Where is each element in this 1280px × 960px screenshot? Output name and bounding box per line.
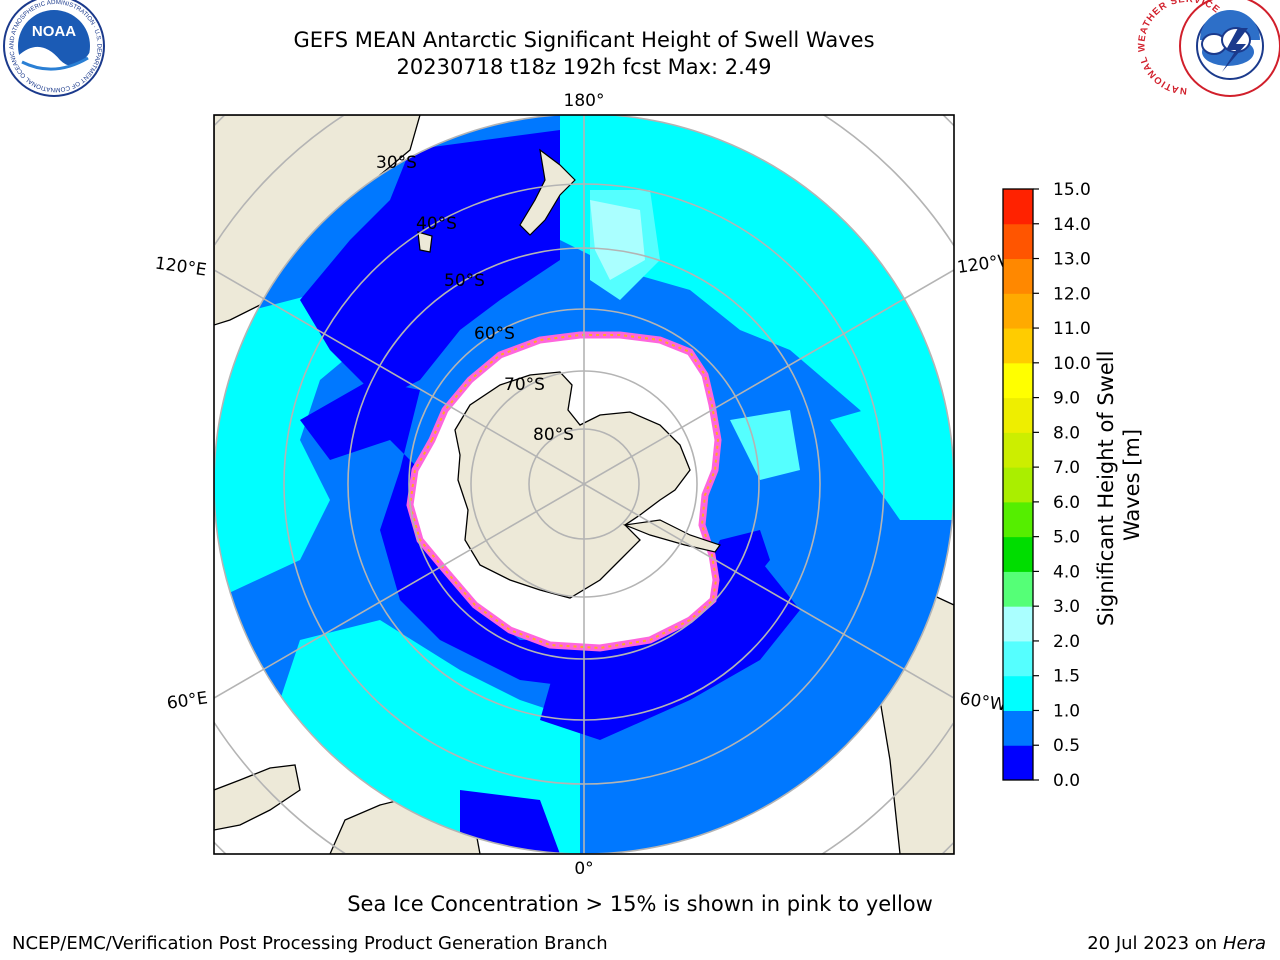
colorbar-tick-label: 6.0 [1053,493,1080,513]
colorbar-tick-label: 1.5 [1053,667,1080,687]
tasmania-land [417,231,433,253]
meridian-label-60w: 60°W [958,689,1007,715]
lat-label-80s: 80°S [533,425,574,445]
meridian-label-120e: 120°E [154,254,208,281]
colorbar-cell [1003,745,1033,781]
colorbar-tick-label: 1.0 [1053,701,1080,721]
colorbar-tick-label: 13.0 [1053,250,1091,270]
footer-date-text: 20 Jul 2023 on [1087,933,1217,954]
colorbar-cell [1003,571,1033,607]
colorbar-cell [1003,397,1033,433]
colorbar-cell [1003,467,1033,503]
colorbar-tick-label: 3.0 [1053,597,1080,617]
colorbar-cell [1003,223,1033,260]
colorbar-tick-label: 5.0 [1053,528,1080,548]
lat-label-40s: 40°S [416,214,457,234]
noaa-logo-text: NOAA [32,23,76,40]
lat-label-50s: 50°S [444,271,485,291]
lat-label-70s: 70°S [504,375,545,395]
colorbar-tick-label: 0.0 [1053,771,1080,791]
colorbar: 0.0 0.5 1.0 1.5 2.0 3.0 4.0 5.0 6.0 7.0 8.0 9.0 10.0… [1002,180,1144,791]
colorbar-cell [1003,258,1033,294]
noaa-logo: NOAA NATIONAL OCEANIC AND ATMOSPHERIC AD… [0,0,105,97]
meridian-label-0: 0° [574,859,593,879]
colorbar-tick-label: 11.0 [1053,319,1091,339]
colorbar-cell [1003,432,1033,468]
chart-title: GEFS MEAN Antarctic Significant Height o… [293,28,875,52]
colorbar-tick-label: 15.0 [1053,180,1091,200]
colorbar-tick-label: 0.5 [1053,736,1080,756]
nws-logo: NATIONAL WEATHER SERVICE [1136,0,1280,97]
colorbar-tick-label: 7.0 [1053,458,1080,478]
colorbar-tick-label: 10.0 [1053,354,1091,374]
footer-date: 20 Jul 2023 on Hera [1087,933,1266,954]
colorbar-cell [1003,501,1033,538]
meridian-label-60e: 60°E [166,688,209,713]
colorbar-label: Significant Height of Swell Waves [m] [1094,344,1144,626]
colorbar-tick-label: 9.0 [1053,389,1080,409]
colorbar-cell [1003,710,1033,746]
chart-subtitle: 20230718 t18z 192h fcst Max: 2.49 [396,55,772,79]
graticule [214,115,954,854]
lat-label-60s: 60°S [474,324,515,344]
footer-credit: NCEP/EMC/Verification Post Processing Pr… [12,933,608,954]
colorbar-cell [1003,328,1033,364]
colorbar-tick-label: 14.0 [1053,215,1091,235]
colorbar-cell [1003,293,1033,329]
colorbar-cell [1003,362,1033,399]
colorbar-cell [1003,189,1033,225]
new-zealand-land [519,148,576,236]
colorbar-tick-label: 2.0 [1053,632,1080,652]
colorbar-cell [1003,536,1033,572]
colorbar-cell [1003,606,1033,642]
antarctica-land [454,371,691,599]
map-frame [213,114,955,855]
colorbar-tick-label: 4.0 [1053,562,1080,582]
colorbar-tick-label: 12.0 [1053,284,1091,304]
sea-ice-caption: Sea Ice Concentration > 15% is shown in … [347,892,933,916]
footer-host-text: Hera [1223,933,1266,954]
meridian-label-180: 180° [564,91,605,111]
lat-label-30s: 30°S [376,153,417,173]
colorbar-cell [1003,675,1033,711]
colorbar-cell [1003,640,1033,677]
colorbar-tick-label: 8.0 [1053,423,1080,443]
